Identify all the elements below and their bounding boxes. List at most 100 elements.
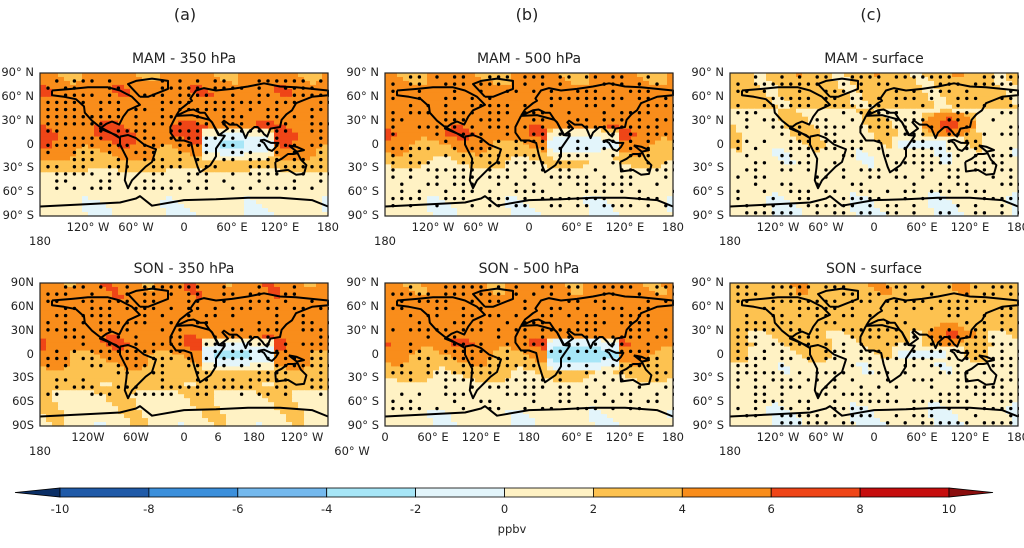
field-cell (124, 76, 131, 82)
field-cell (583, 208, 590, 213)
field-cell (310, 188, 317, 193)
field-cell (244, 112, 251, 118)
field-cell (268, 208, 275, 213)
field-cell (88, 192, 95, 197)
field-cell (922, 116, 929, 122)
significance-dot (169, 179, 173, 183)
field-cell (40, 108, 47, 114)
field-cell (481, 76, 488, 82)
field-cell (607, 76, 614, 82)
field-cell (178, 172, 185, 177)
significance-dot (72, 136, 77, 140)
field-cell (589, 204, 596, 209)
significance-dot (664, 132, 668, 136)
field-cell (415, 116, 422, 122)
field-cell (316, 84, 323, 90)
field-cell (964, 92, 971, 98)
field-cell (469, 148, 476, 154)
field-cell (649, 100, 656, 106)
field-cell (52, 156, 59, 161)
field-cell (439, 156, 446, 161)
significance-dot (435, 182, 439, 186)
field-cell (391, 172, 398, 177)
significance-dot (523, 196, 527, 201)
field-cell (1012, 84, 1019, 90)
field-cell (112, 148, 119, 154)
field-cell (655, 176, 662, 181)
field-cell (736, 84, 743, 90)
field-cell (457, 172, 464, 177)
field-cell (322, 116, 329, 122)
field-cell (214, 184, 221, 189)
field-cell (148, 132, 155, 138)
significance-dot (266, 165, 270, 169)
field-cell (445, 184, 452, 189)
field-cell (814, 104, 821, 110)
field-cell (772, 132, 779, 138)
significance-dot (400, 118, 404, 122)
field-cell (118, 212, 125, 217)
significance-dot (275, 114, 279, 119)
field-cell (547, 192, 554, 197)
significance-dot (576, 146, 580, 151)
field-cell (250, 84, 257, 90)
significance-dot (99, 136, 103, 140)
field-cell (445, 88, 452, 94)
field-cell (310, 212, 317, 217)
field-cell (511, 84, 518, 90)
field-cell (232, 140, 239, 146)
field-cell (58, 136, 65, 142)
significance-dot (400, 182, 404, 186)
field-cell (232, 200, 239, 205)
field-cell (667, 108, 674, 114)
field-cell (196, 148, 203, 154)
field-cell (286, 188, 293, 193)
field-cell (475, 192, 482, 197)
field-cell (268, 200, 275, 205)
field-cell (64, 100, 71, 106)
field-cell (298, 212, 305, 217)
field-cell (655, 204, 662, 209)
significance-dot (116, 114, 121, 119)
field-cell (808, 73, 815, 78)
field-cell (463, 160, 470, 165)
field-cell (613, 156, 620, 161)
significance-dot (664, 203, 668, 208)
field-cell (475, 200, 482, 205)
field-cell (427, 112, 434, 118)
field-cell (238, 92, 245, 98)
significance-dot (479, 146, 483, 151)
significance-dot (593, 189, 598, 194)
field-cell (1012, 80, 1019, 86)
field-cell (541, 204, 548, 209)
field-cell (934, 92, 941, 98)
significance-dot (470, 203, 474, 208)
field-cell (583, 140, 590, 146)
field-cell (898, 92, 905, 98)
field-cell (46, 208, 53, 213)
field-cell (433, 196, 440, 201)
field-cell (844, 124, 851, 130)
field-cell (391, 76, 398, 82)
field-cell (124, 96, 131, 102)
field-cell (391, 92, 398, 98)
significance-dot (222, 143, 226, 147)
field-cell (421, 80, 428, 86)
field-cell (451, 132, 458, 138)
field-cell (46, 73, 53, 78)
field-cell (142, 148, 149, 154)
significance-dot (187, 172, 191, 176)
field-cell (772, 112, 779, 118)
field-cell (202, 108, 209, 114)
field-cell (589, 88, 596, 94)
significance-dot (187, 143, 191, 147)
field-cell (946, 104, 953, 110)
significance-dot (391, 153, 395, 158)
field-cell (397, 124, 404, 130)
field-cell (898, 128, 905, 134)
field-cell (1006, 80, 1013, 86)
field-cell (397, 176, 404, 181)
field-cell (541, 116, 548, 122)
field-cell (130, 152, 137, 158)
field-cell (970, 96, 977, 102)
